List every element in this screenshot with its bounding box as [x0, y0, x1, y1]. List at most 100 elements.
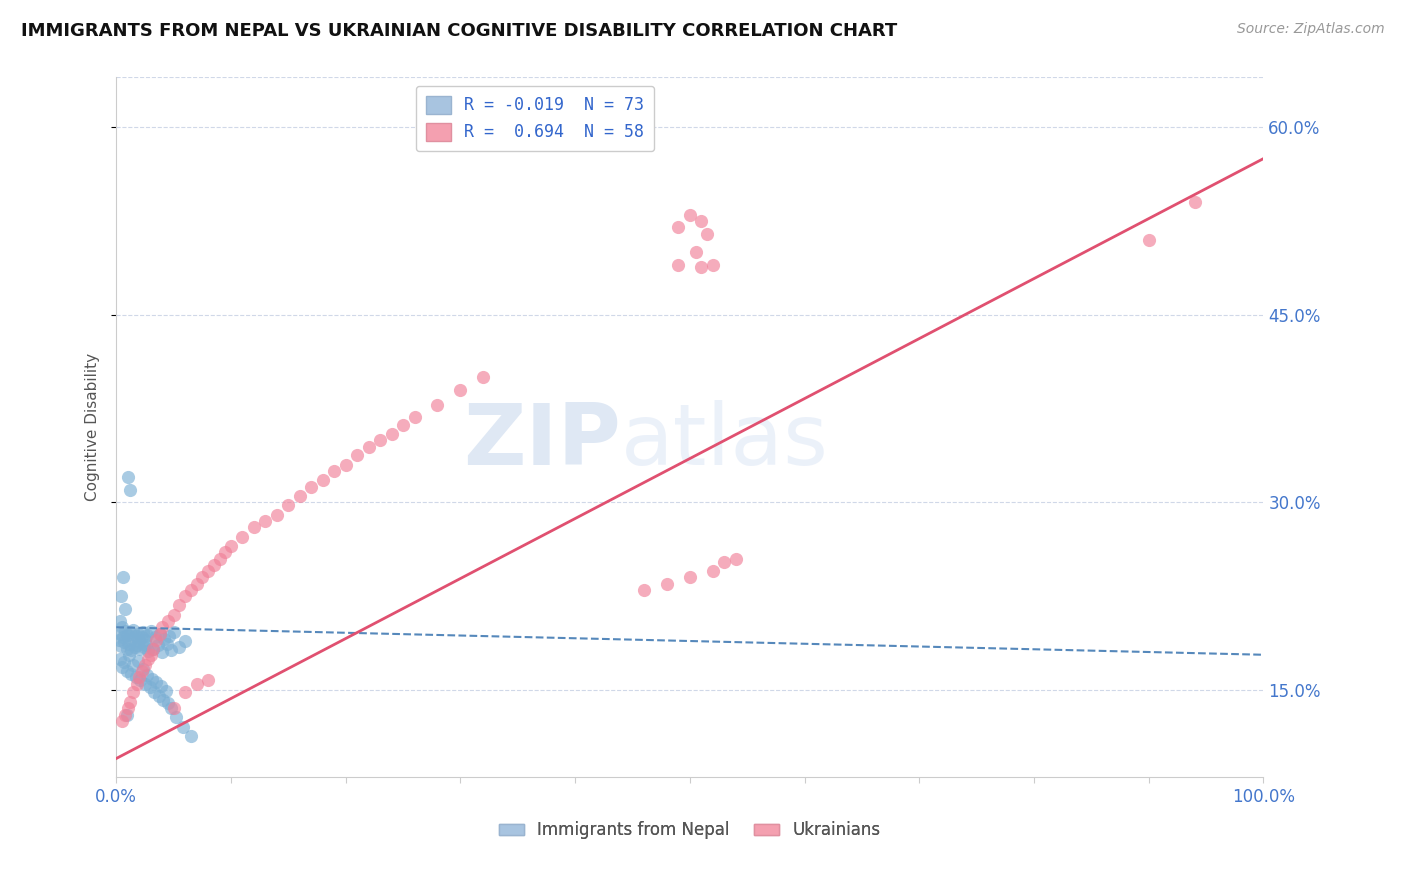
- Point: [122, 623, 145, 637]
- Point: [114, 624, 136, 638]
- Point: [690, 214, 713, 228]
- Point: [197, 673, 219, 687]
- Point: [426, 398, 449, 412]
- Point: [1137, 233, 1160, 247]
- Text: IMMIGRANTS FROM NEPAL VS UKRAINIAN COGNITIVE DISABILITY CORRELATION CHART: IMMIGRANTS FROM NEPAL VS UKRAINIAN COGNI…: [21, 22, 897, 40]
- Point: [122, 657, 145, 672]
- Point: [160, 701, 183, 715]
- Point: [111, 714, 134, 728]
- Point: [243, 520, 266, 534]
- Point: [125, 638, 148, 652]
- Point: [368, 433, 391, 447]
- Point: [114, 707, 136, 722]
- Point: [128, 670, 150, 684]
- Point: [108, 626, 131, 640]
- Y-axis label: Cognitive Disability: Cognitive Disability: [86, 353, 100, 501]
- Point: [679, 208, 702, 222]
- Point: [125, 670, 148, 684]
- Point: [666, 220, 689, 235]
- Point: [449, 383, 471, 397]
- Point: [197, 564, 219, 578]
- Point: [169, 598, 191, 612]
- Point: [155, 684, 177, 698]
- Point: [108, 614, 131, 628]
- Point: [191, 570, 214, 584]
- Point: [145, 632, 167, 647]
- Point: [125, 676, 148, 690]
- Point: [107, 632, 129, 647]
- Point: [117, 701, 139, 715]
- Point: [149, 626, 172, 640]
- Point: [129, 673, 152, 687]
- Point: [129, 641, 152, 656]
- Point: [186, 576, 208, 591]
- Point: [121, 632, 143, 646]
- Point: [112, 635, 135, 649]
- Point: [127, 654, 149, 668]
- Point: [202, 558, 225, 572]
- Point: [117, 470, 139, 484]
- Point: [152, 692, 174, 706]
- Point: [254, 514, 277, 528]
- Point: [110, 589, 132, 603]
- Point: [174, 634, 197, 648]
- Point: [135, 638, 157, 652]
- Point: [134, 676, 156, 690]
- Point: [150, 645, 173, 659]
- Point: [131, 625, 153, 640]
- Point: [118, 483, 141, 497]
- Point: [679, 570, 702, 584]
- Point: [134, 632, 156, 647]
- Point: [180, 729, 202, 743]
- Point: [633, 582, 655, 597]
- Point: [118, 695, 141, 709]
- Point: [127, 626, 149, 640]
- Point: [114, 601, 136, 615]
- Point: [312, 473, 335, 487]
- Point: [214, 545, 236, 559]
- Point: [115, 664, 138, 678]
- Point: [702, 564, 724, 578]
- Point: [138, 651, 160, 665]
- Point: [404, 410, 426, 425]
- Point: [111, 620, 134, 634]
- Point: [112, 630, 135, 644]
- Point: [139, 624, 162, 638]
- Point: [108, 651, 131, 665]
- Text: atlas: atlas: [621, 400, 830, 483]
- Point: [146, 638, 169, 652]
- Point: [136, 628, 159, 642]
- Point: [115, 707, 138, 722]
- Point: [472, 370, 495, 384]
- Legend: Immigrants from Nepal, Ukrainians: Immigrants from Nepal, Ukrainians: [492, 814, 887, 846]
- Point: [139, 648, 162, 662]
- Point: [145, 675, 167, 690]
- Point: [156, 636, 179, 650]
- Point: [335, 458, 357, 472]
- Point: [380, 426, 402, 441]
- Point: [702, 258, 724, 272]
- Point: [120, 642, 142, 657]
- Point: [118, 636, 141, 650]
- Point: [231, 530, 253, 544]
- Point: [142, 641, 165, 656]
- Point: [149, 626, 172, 640]
- Point: [162, 607, 184, 622]
- Point: [117, 628, 139, 642]
- Point: [122, 685, 145, 699]
- Point: [666, 258, 689, 272]
- Point: [143, 630, 166, 644]
- Point: [125, 629, 148, 643]
- Point: [186, 676, 208, 690]
- Point: [713, 555, 735, 569]
- Point: [172, 720, 194, 734]
- Point: [299, 480, 322, 494]
- Point: [162, 625, 184, 640]
- Point: [150, 620, 173, 634]
- Point: [288, 489, 311, 503]
- Point: [685, 245, 707, 260]
- Point: [136, 667, 159, 681]
- Point: [131, 661, 153, 675]
- Point: [124, 640, 146, 655]
- Point: [153, 632, 176, 646]
